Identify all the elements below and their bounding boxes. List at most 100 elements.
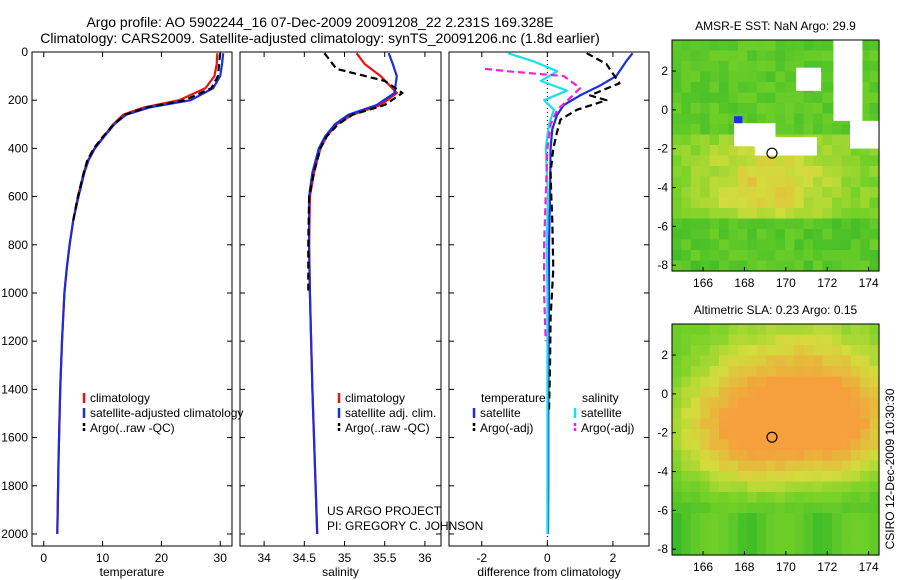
map-cell	[700, 124, 711, 136]
map-cell	[794, 50, 805, 62]
map-cell	[719, 50, 729, 62]
map-cell	[860, 92, 871, 104]
map-cell	[756, 229, 767, 241]
map-cell	[672, 103, 682, 115]
map-cell	[803, 439, 814, 451]
map-cell	[709, 187, 720, 199]
map-cell	[775, 239, 786, 251]
map-cell	[860, 492, 871, 504]
map-cell	[841, 229, 852, 241]
map-1-ytick-label: 0	[661, 103, 668, 117]
map-cell	[681, 61, 692, 73]
map-cell	[832, 397, 842, 409]
map-cell	[775, 513, 786, 525]
map-cell	[775, 471, 786, 483]
map-cell	[813, 113, 824, 125]
map-cell	[681, 71, 692, 83]
map-cell	[719, 534, 729, 546]
map-cell	[690, 166, 701, 178]
map-cell	[860, 418, 871, 430]
map-cell	[700, 492, 711, 504]
map-cell	[841, 429, 852, 441]
map-cell	[719, 187, 729, 199]
map-cell	[869, 376, 880, 388]
map-cell	[813, 155, 824, 167]
map-cell	[841, 418, 852, 430]
map-cell	[690, 429, 701, 441]
map-cell	[869, 450, 880, 462]
map-cell	[775, 460, 786, 472]
map-cell	[756, 324, 767, 336]
map-cell	[813, 176, 824, 188]
map-cell	[719, 439, 729, 451]
map-cell	[841, 324, 852, 336]
map-cell	[832, 450, 842, 462]
map-cell	[672, 40, 682, 52]
map-cell	[794, 40, 805, 52]
map-cell	[794, 513, 805, 525]
map-cell	[775, 345, 786, 357]
map-cell	[700, 397, 711, 409]
map-cell	[700, 71, 711, 83]
map-cell	[756, 502, 767, 514]
map-cell	[737, 50, 748, 62]
map-cell	[803, 471, 814, 483]
map-cell	[794, 324, 805, 336]
map-cell	[737, 492, 748, 504]
map-cell	[672, 345, 682, 357]
map-cell	[784, 324, 795, 336]
ytick-label: 200	[8, 93, 28, 107]
map-cell	[822, 176, 833, 188]
map-cell	[747, 218, 758, 230]
map-cell	[737, 208, 748, 220]
cold-patch	[734, 116, 743, 124]
map-cell	[719, 397, 729, 409]
map-cell	[832, 544, 842, 556]
panel-1-series-3	[72, 53, 222, 221]
map-cell	[766, 502, 777, 514]
map-cell	[794, 471, 805, 483]
map-cell	[681, 176, 692, 188]
map-cell	[813, 50, 824, 62]
map-cell	[869, 260, 880, 272]
map-cell	[756, 481, 767, 493]
map-cell	[728, 345, 739, 357]
map-cell	[850, 418, 861, 430]
map-cell	[756, 40, 767, 52]
map-cell	[860, 355, 871, 367]
map-cell	[803, 544, 814, 556]
map-cell	[869, 429, 880, 441]
map-cell	[709, 260, 720, 272]
map-cell	[832, 166, 842, 178]
map-cell	[719, 260, 729, 272]
map-cell	[681, 523, 692, 535]
map-cell	[719, 71, 729, 83]
map-cell	[690, 50, 701, 62]
map-1-field	[672, 40, 880, 272]
map-cell	[822, 460, 833, 472]
map-cell	[690, 250, 701, 262]
map-cell	[737, 187, 748, 199]
map-2-frame	[671, 323, 880, 556]
map-cell	[850, 229, 861, 241]
map-cell	[832, 471, 842, 483]
map-1-xtick-label: 174	[859, 276, 879, 290]
map-cell	[784, 197, 795, 209]
map-cell	[681, 334, 692, 346]
map-cell	[728, 418, 739, 430]
map-cell	[747, 387, 758, 399]
map-cell	[860, 208, 871, 220]
map-cell	[841, 366, 852, 378]
map-cell	[756, 50, 767, 62]
map-cell	[784, 429, 795, 441]
map-cell	[728, 124, 739, 136]
map-cell	[860, 460, 871, 472]
map-cell	[737, 523, 748, 535]
map-cell	[784, 155, 795, 167]
map-cell	[737, 176, 748, 188]
map-cell	[766, 103, 777, 115]
map-cell	[681, 134, 692, 146]
map-cell	[747, 397, 758, 409]
map-cell	[681, 544, 692, 556]
map-cell	[690, 460, 701, 472]
